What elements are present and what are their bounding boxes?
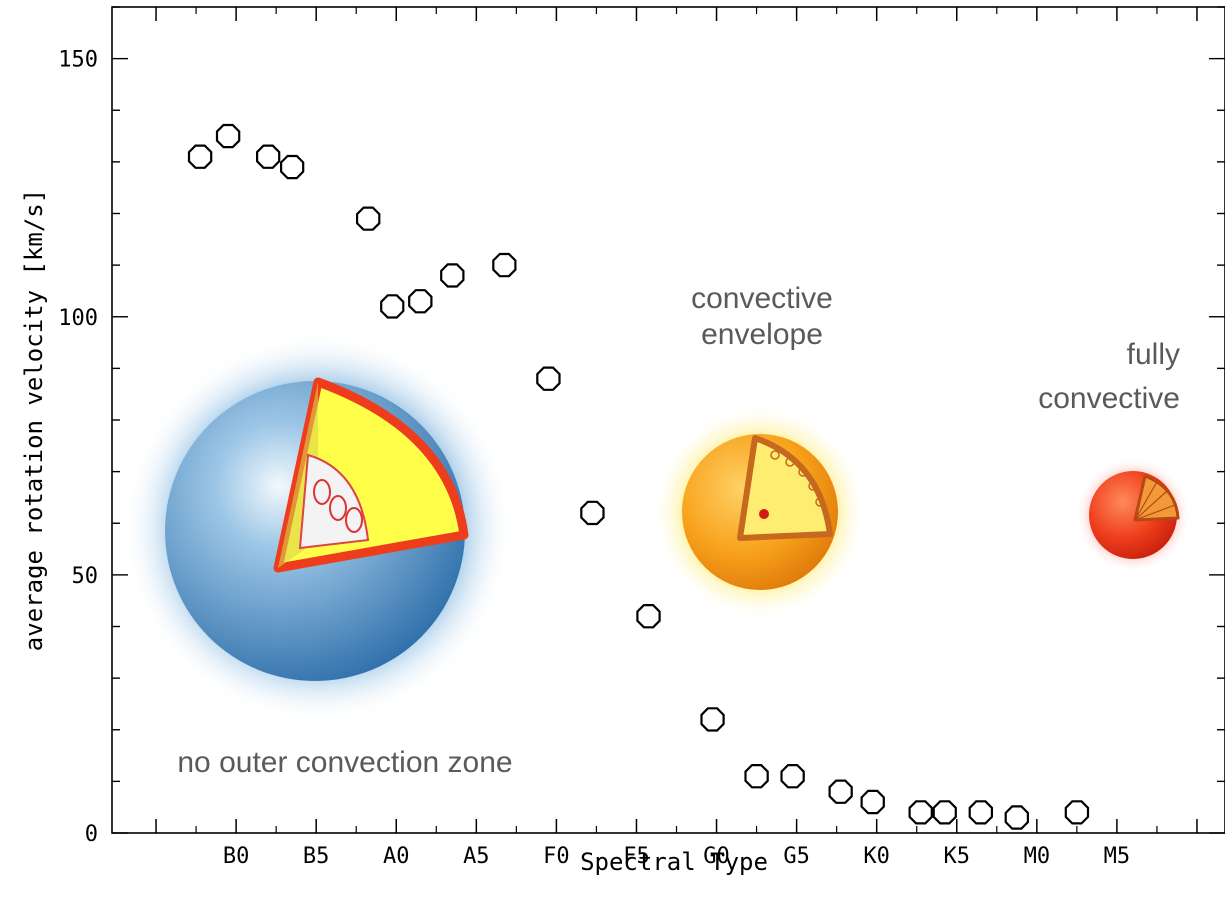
x-tick-label: K0	[863, 844, 890, 869]
data-point	[636, 603, 661, 629]
data-points	[187, 123, 1090, 830]
x-tick-label: G5	[783, 844, 810, 869]
data-point	[492, 252, 517, 278]
annotation-hot: no outer convection zone	[177, 746, 512, 779]
data-point	[860, 789, 885, 815]
y-tick-label: 100	[58, 306, 98, 331]
x-tick-label: M5	[1104, 844, 1131, 869]
data-point	[440, 263, 465, 288]
data-point	[408, 289, 433, 314]
data-point	[215, 123, 241, 149]
annotations: no outer convection zone convective envelo…	[177, 282, 1180, 779]
data-point	[356, 206, 381, 231]
data-point	[932, 800, 957, 825]
x-tick-labels: B0 B5 A0 A5 F0 F5 G0 G5 K0 K5 M0 M5	[223, 844, 1130, 869]
red-dwarf-illustration	[1075, 457, 1191, 573]
data-point	[828, 779, 853, 804]
x-tick-label: B0	[223, 844, 250, 869]
x-tick-label: F5	[623, 844, 650, 869]
hot-star-illustration	[123, 333, 513, 723]
data-point	[280, 154, 305, 180]
data-point	[908, 800, 933, 825]
x-tick-label: A0	[383, 844, 410, 869]
data-point	[744, 763, 769, 789]
data-point	[536, 366, 561, 391]
axis-ticks	[112, 6, 1225, 834]
sun-like-star-illustration	[652, 404, 868, 620]
data-point	[380, 294, 405, 319]
x-tick-label: B5	[303, 844, 330, 869]
annotation-sun: convective envelope	[691, 282, 833, 351]
y-tick-labels: 0 50 100 150	[58, 48, 98, 847]
x-tick-label: G0	[703, 844, 730, 869]
y-tick-label: 0	[85, 822, 98, 847]
y-tick-label: 50	[72, 564, 99, 589]
data-point	[1004, 805, 1030, 830]
x-tick-label: F0	[543, 844, 570, 869]
data-point	[780, 763, 805, 789]
data-point	[968, 800, 994, 825]
annotation-red: fully convective	[1038, 338, 1180, 415]
data-point	[1064, 800, 1090, 825]
data-point	[256, 144, 281, 169]
x-tick-label: A5	[463, 844, 490, 869]
x-tick-label: M0	[1024, 844, 1051, 869]
y-tick-label: 150	[58, 48, 98, 73]
y-axis-title: average rotation velocity [km/s]	[20, 189, 48, 651]
x-tick-label: K5	[944, 844, 971, 869]
x-axis-title: Spectral Type	[580, 848, 768, 876]
data-point	[187, 144, 213, 169]
data-point	[580, 500, 605, 526]
data-point	[700, 707, 725, 732]
